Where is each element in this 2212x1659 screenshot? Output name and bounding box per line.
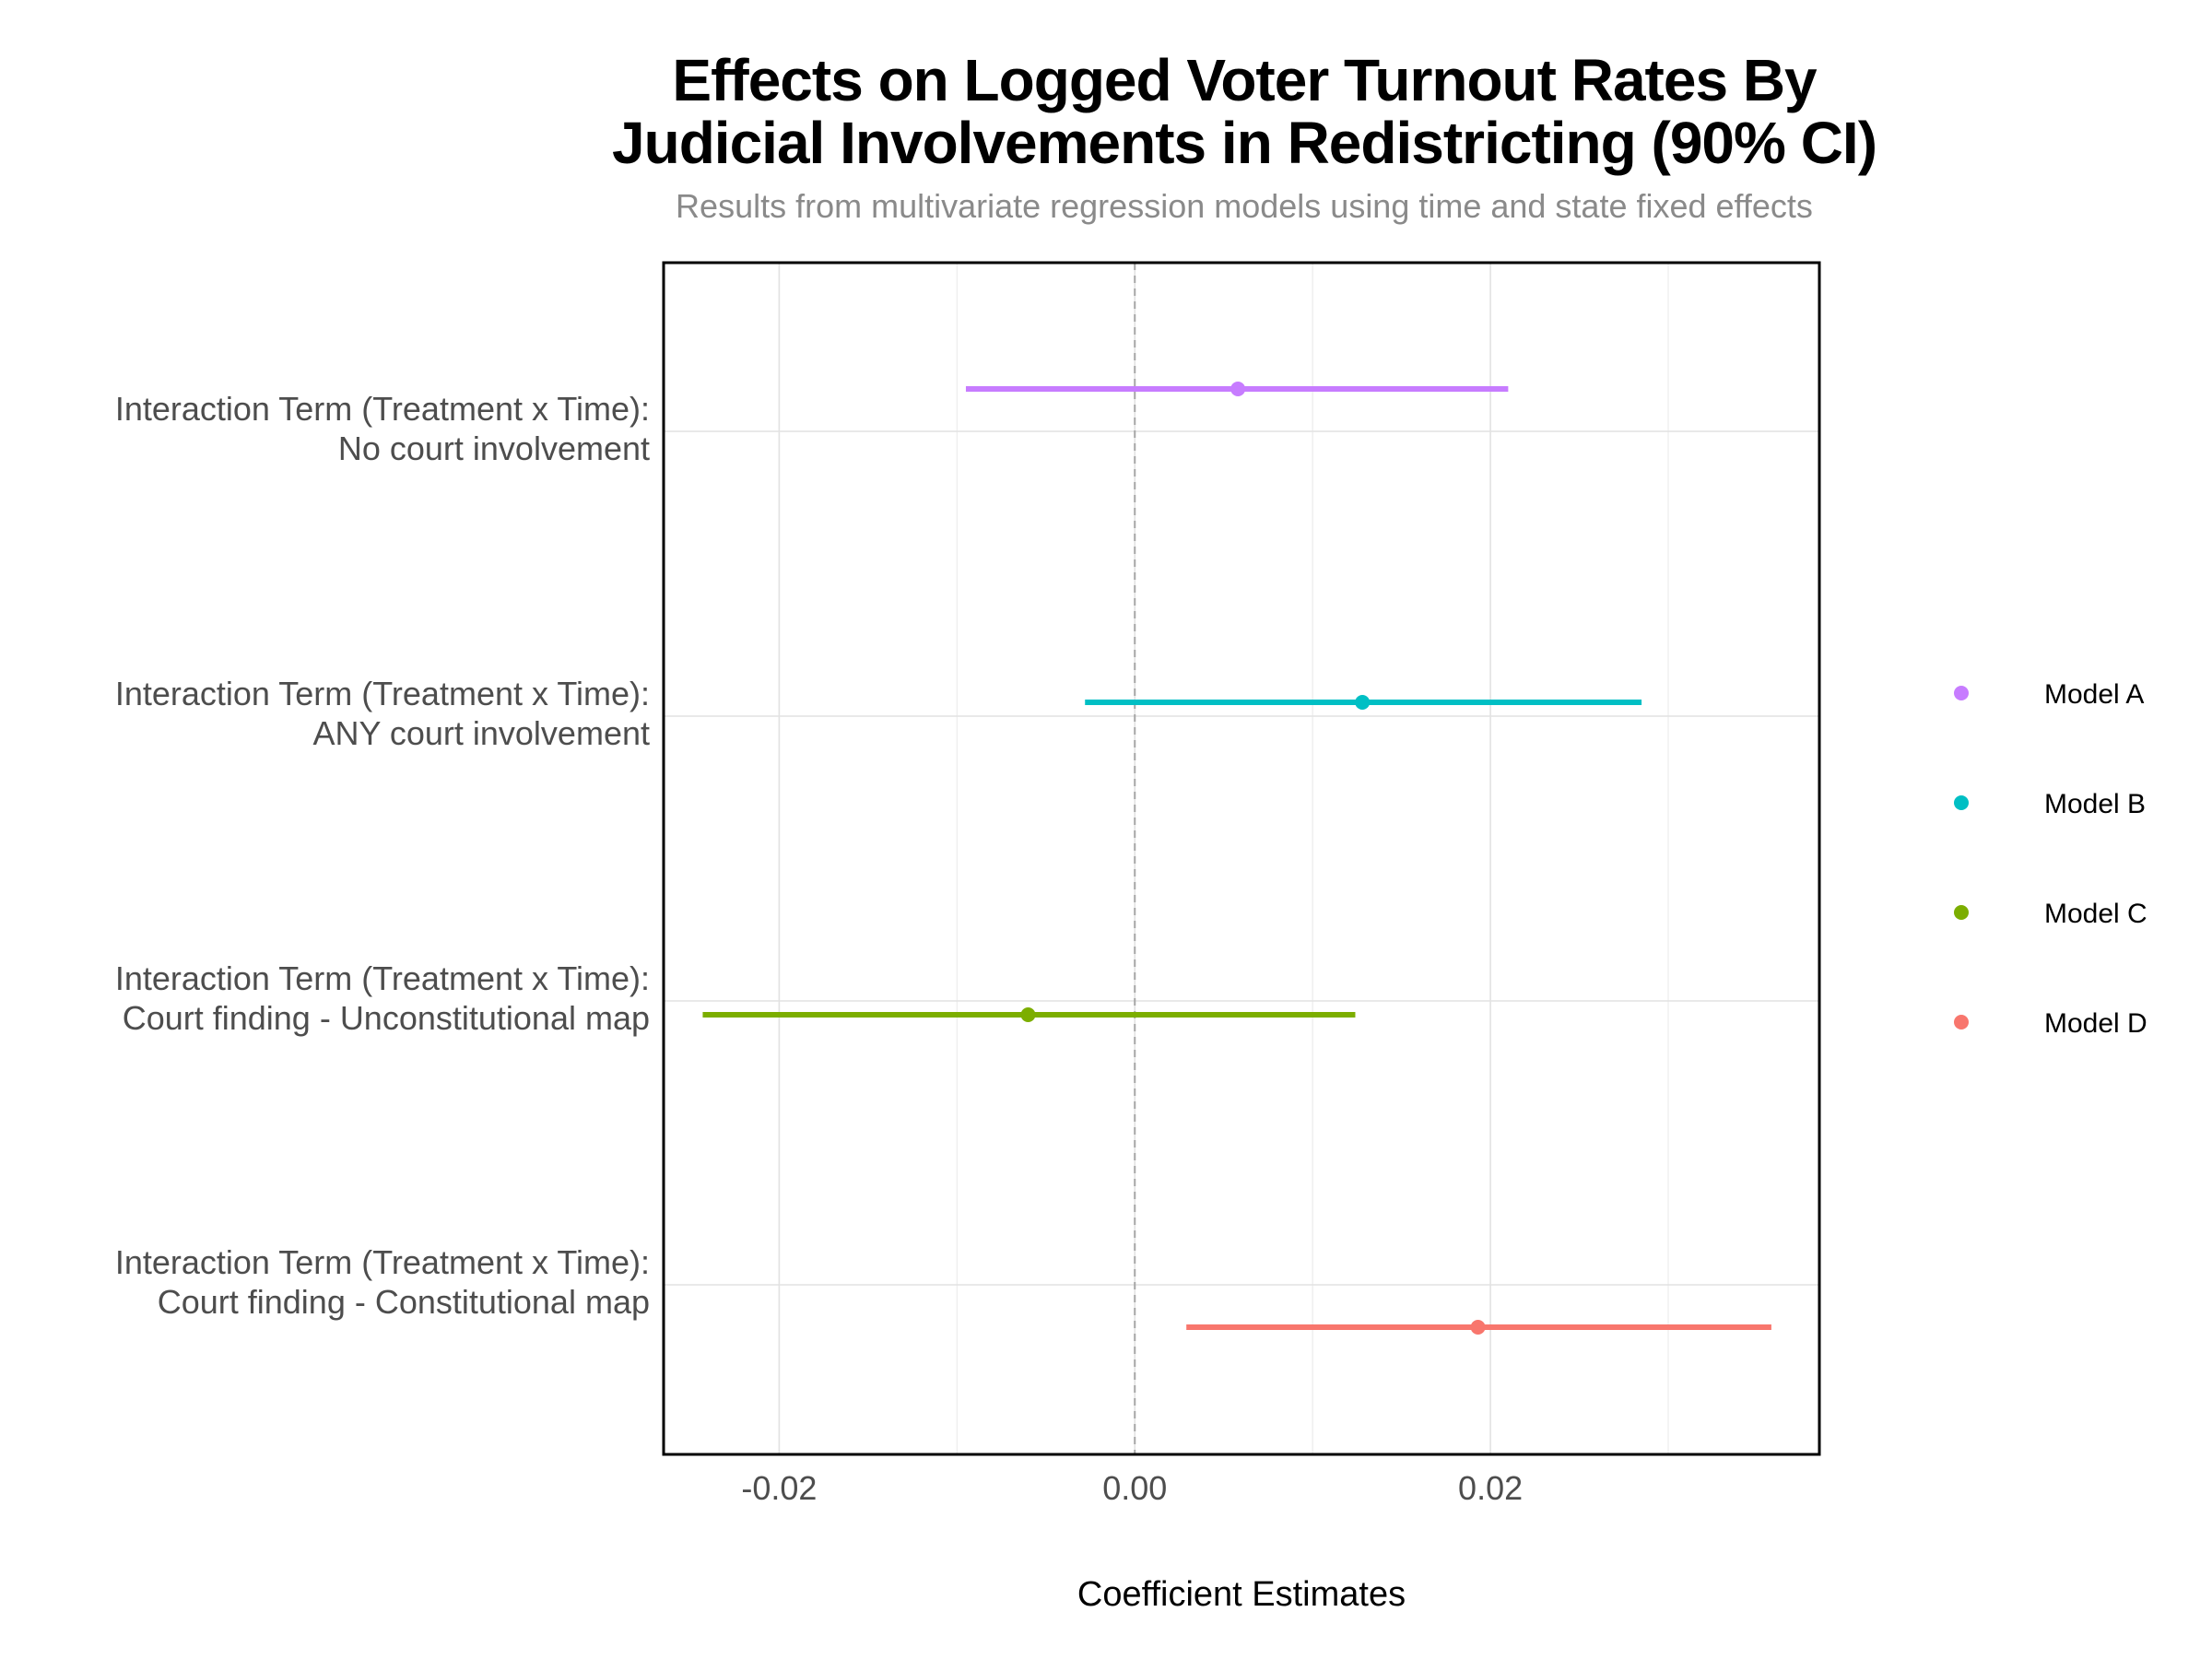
grid-lines [664,263,1819,1454]
chart-title-line-2: Judicial Involvements in Redistricting (… [612,110,1877,176]
plot-panel-border [662,261,1821,1456]
y-tick-labels: Interaction Term (Treatment x Time):No c… [115,390,650,1321]
estimate-point-model-a [1230,382,1246,396]
y-tick-label: Interaction Term (Treatment x Time): [115,390,650,428]
estimate-point-model-b [1355,695,1371,710]
y-tick-label: Court finding - Unconstitutional map [123,999,650,1037]
x-tick-labels: -0.02 0.00 0.02 [741,1469,1523,1507]
y-tick-label: No court involvement [338,429,650,467]
estimate-point-model-c [1020,1007,1036,1022]
y-tick-label: Interaction Term (Treatment x Time): [115,1243,650,1281]
x-tick-label: 0.02 [1458,1469,1523,1507]
legend-key-model-b [1954,795,1969,810]
chart-subtitle: Results from multivariate regression mod… [676,187,1813,225]
y-tick-label: Court finding - Constitutional map [158,1283,650,1321]
legend: Model A Model B Model C Model D [1954,679,2147,1039]
x-axis-label: Coefficient Estimates [1077,1575,1406,1614]
legend-key-model-c [1954,905,1969,920]
y-tick-label: Interaction Term (Treatment x Time): [115,959,650,997]
estimate-point-model-d [1470,1320,1486,1335]
legend-label: Model D [2044,1008,2147,1039]
legend-label: Model B [2044,789,2146,819]
series-layer [702,382,1771,1335]
legend-label: Model C [2044,899,2147,929]
legend-key-model-a [1954,686,1969,700]
legend-label: Model A [2044,679,2144,710]
chart-title-line-1: Effects on Logged Voter Turnout Rates By [672,47,1817,113]
legend-key-model-d [1954,1015,1969,1030]
x-tick-label: -0.02 [741,1469,817,1507]
y-tick-label: ANY court involvement [312,714,650,752]
x-tick-label: 0.00 [1102,1469,1167,1507]
y-tick-label: Interaction Term (Treatment x Time): [115,675,650,712]
